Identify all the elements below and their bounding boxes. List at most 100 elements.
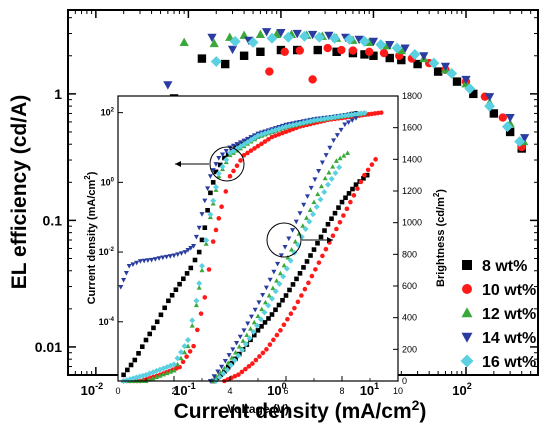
inset-brightness-point-10-wt xyxy=(264,347,269,352)
main-x-axis-title: Current density (mA/cm2) xyxy=(174,397,427,423)
legend-marker-8-wt xyxy=(462,260,472,270)
inset-current-point-16-wt xyxy=(196,280,203,287)
inset-current-point-12-wt xyxy=(185,343,191,349)
main-point-10-wt xyxy=(337,45,346,55)
inset-y2-axis-title-sup: 2 xyxy=(432,192,441,197)
inset-brightness-point-8-wt xyxy=(353,182,359,187)
inset-brightness-point-16-wt xyxy=(295,241,302,248)
inset-brightness-point-8-wt xyxy=(290,282,296,287)
inset-brightness-point-14-wt xyxy=(353,116,359,121)
legend-label-8-wt: 8 wt% xyxy=(482,258,527,275)
main-point-14-wt xyxy=(261,28,272,37)
inset-current-point-10-wt xyxy=(206,267,212,272)
inset-current-point-8-wt xyxy=(184,271,190,276)
inset-current-point-14-wt xyxy=(141,258,147,264)
main-point-16-wt xyxy=(343,33,355,45)
inset-brightness-point-14-wt xyxy=(286,236,292,242)
main-point-10-wt xyxy=(365,47,374,56)
inset-current-point-10-wt xyxy=(198,311,204,316)
inset-current-point-12-wt xyxy=(193,302,199,308)
main-point-16-wt xyxy=(282,31,294,43)
inset-brightness-point-12-wt xyxy=(277,270,283,276)
inset-brightness-point-8-wt xyxy=(315,240,320,246)
inset-brightness-point-10-wt xyxy=(313,267,318,272)
main-point-16-wt xyxy=(446,67,458,79)
inset-brightness-point-14-wt xyxy=(226,353,232,358)
main-point-14-wt xyxy=(368,37,379,47)
inset-current-point-14-wt xyxy=(220,152,226,158)
main-point-8-wt xyxy=(369,51,378,60)
inset-brightness-point-14-wt xyxy=(312,177,318,183)
inset-current-point-16-wt xyxy=(203,237,210,244)
main-x-tick-label: 102 xyxy=(452,381,471,398)
inset-current-point-14-wt xyxy=(241,138,247,144)
inset-current-point-16-wt xyxy=(193,297,200,304)
inset-current-point-16-wt xyxy=(153,367,160,374)
inset-brightness-point-10-wt xyxy=(306,280,311,286)
inset-current-point-16-wt xyxy=(345,112,352,119)
inset-brightness-point-10-wt xyxy=(316,260,322,265)
main-point-14-wt xyxy=(292,29,302,39)
main-point-14-wt xyxy=(244,36,254,46)
main-point-12-wt xyxy=(396,45,406,55)
inset-brightness-point-8-wt xyxy=(346,191,352,196)
inset-current-point-14-wt xyxy=(175,252,181,257)
inset-brightness-point-8-wt xyxy=(304,259,310,264)
inset-brightness-point-14-wt xyxy=(342,122,348,128)
inset-current-point-8-wt xyxy=(213,169,219,175)
inset-current-point-16-wt xyxy=(311,117,317,124)
inset-current-point-12-wt xyxy=(178,355,184,361)
inset-current-point-12-wt xyxy=(157,373,163,378)
main-point-14-wt xyxy=(307,30,318,40)
main-point-16-wt xyxy=(409,48,421,60)
main-point-10-wt xyxy=(498,113,508,122)
inset-brightness-point-8-wt xyxy=(280,297,285,303)
inset-current-point-10-wt xyxy=(216,216,222,221)
inset-brightness-point-12-wt xyxy=(281,262,287,268)
inset-brightness-point-12-wt xyxy=(262,299,268,305)
inset-x-tick-label: 10 xyxy=(393,386,403,396)
inset-current-point-8-wt xyxy=(177,281,182,287)
main-point-8-wt xyxy=(433,67,443,76)
inset-current-point-10-wt xyxy=(266,136,271,142)
inset-brightness-point-10-wt xyxy=(344,206,350,212)
inset-brightness-point-14-wt xyxy=(211,374,217,379)
main-point-14-wt xyxy=(484,93,495,102)
inset-current-point-8-wt xyxy=(199,237,205,243)
inset-brightness-point-14-wt xyxy=(219,364,225,370)
main-point-8-wt xyxy=(221,59,230,69)
inset-ticks: 0 2 4 6 8 10 10-4 10-2 100 102 0 200 400 600 800 1000 12… xyxy=(99,91,422,396)
inset-y2-tick-label: 200 xyxy=(402,344,417,354)
main-point-14-wt xyxy=(276,29,286,38)
inset-current-point-16-wt xyxy=(174,355,181,362)
inset-current-point-14-wt xyxy=(167,254,173,259)
inset-current-point-14-wt xyxy=(230,143,237,149)
inset-brightness-point-16-wt xyxy=(239,346,246,353)
main-point-10-wt xyxy=(308,75,317,84)
inset-brightness-point-10-wt xyxy=(362,172,367,178)
inset-brightness-point-12-wt xyxy=(289,246,295,252)
inset-brightness-point-12-wt xyxy=(270,285,276,291)
inset-brightness-point-8-wt xyxy=(229,360,235,366)
inset-brightness-point-14-wt xyxy=(245,321,251,327)
inset-brightness-point-12-wt xyxy=(229,355,235,360)
inset-brightness-point-12-wt xyxy=(255,313,261,319)
inset-brightness-point-16-wt xyxy=(310,211,317,218)
inset-current-point-14-wt xyxy=(160,255,166,261)
main-point-14-wt xyxy=(505,113,515,123)
inset-brightness-point-12-wt xyxy=(274,278,280,283)
main-point-8-wt xyxy=(332,47,341,56)
main-y-axis-title: EL efficiency (cd/A) xyxy=(8,95,31,290)
inset-current-point-8-wt xyxy=(136,351,141,356)
inset-brightness-point-10-wt xyxy=(369,162,375,167)
inset-brightness-point-10-wt xyxy=(351,193,357,198)
main-point-14-wt xyxy=(207,33,217,43)
inset-y2-axis-title-close: ) xyxy=(435,189,447,193)
legend-marker-14-wt xyxy=(461,332,473,343)
inset-x-axis-title: Voltage (V) xyxy=(227,402,289,416)
inset-brightness-point-10-wt xyxy=(348,199,353,205)
inset-brightness-point-14-wt xyxy=(290,228,296,233)
inset-current-point-14-wt xyxy=(156,256,162,261)
inset-y-axis-title-text: Current density (mA/cm xyxy=(86,180,98,305)
inset-brightness-point-10-wt xyxy=(323,246,329,252)
